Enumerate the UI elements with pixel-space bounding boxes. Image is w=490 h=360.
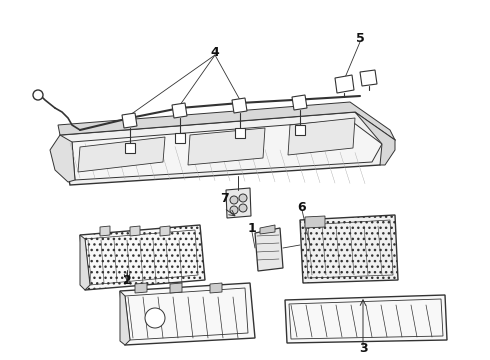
Polygon shape bbox=[72, 120, 382, 180]
Polygon shape bbox=[288, 118, 355, 155]
Polygon shape bbox=[80, 235, 90, 290]
Polygon shape bbox=[175, 133, 185, 143]
Polygon shape bbox=[50, 135, 75, 182]
Polygon shape bbox=[232, 98, 247, 113]
Polygon shape bbox=[100, 226, 110, 236]
Text: 2: 2 bbox=[122, 274, 131, 287]
Polygon shape bbox=[122, 113, 137, 128]
Polygon shape bbox=[80, 225, 205, 290]
Polygon shape bbox=[235, 128, 245, 138]
Polygon shape bbox=[285, 295, 447, 343]
Polygon shape bbox=[160, 226, 170, 236]
Text: 3: 3 bbox=[360, 342, 368, 355]
Polygon shape bbox=[210, 283, 222, 293]
Circle shape bbox=[239, 194, 247, 202]
Polygon shape bbox=[255, 228, 283, 271]
Text: 1: 1 bbox=[247, 221, 256, 234]
Polygon shape bbox=[172, 103, 187, 118]
Polygon shape bbox=[226, 188, 251, 218]
Polygon shape bbox=[135, 283, 147, 293]
Polygon shape bbox=[78, 137, 165, 172]
Text: 4: 4 bbox=[211, 45, 220, 59]
Polygon shape bbox=[295, 125, 305, 135]
Polygon shape bbox=[120, 283, 255, 345]
Polygon shape bbox=[188, 128, 265, 165]
Polygon shape bbox=[355, 112, 395, 165]
Text: 6: 6 bbox=[298, 201, 306, 213]
Text: 5: 5 bbox=[356, 32, 365, 45]
Circle shape bbox=[230, 206, 238, 214]
Polygon shape bbox=[260, 225, 275, 234]
Polygon shape bbox=[125, 143, 135, 153]
Polygon shape bbox=[300, 215, 398, 283]
Polygon shape bbox=[292, 95, 307, 110]
Polygon shape bbox=[60, 112, 395, 185]
Circle shape bbox=[230, 196, 238, 204]
Circle shape bbox=[145, 308, 165, 328]
Polygon shape bbox=[130, 226, 140, 236]
Polygon shape bbox=[120, 291, 130, 345]
Polygon shape bbox=[170, 283, 182, 293]
Polygon shape bbox=[335, 75, 354, 93]
Circle shape bbox=[239, 204, 247, 212]
Polygon shape bbox=[360, 70, 377, 86]
Text: 7: 7 bbox=[220, 192, 228, 204]
Circle shape bbox=[33, 90, 43, 100]
Polygon shape bbox=[305, 216, 325, 228]
Polygon shape bbox=[58, 102, 395, 140]
